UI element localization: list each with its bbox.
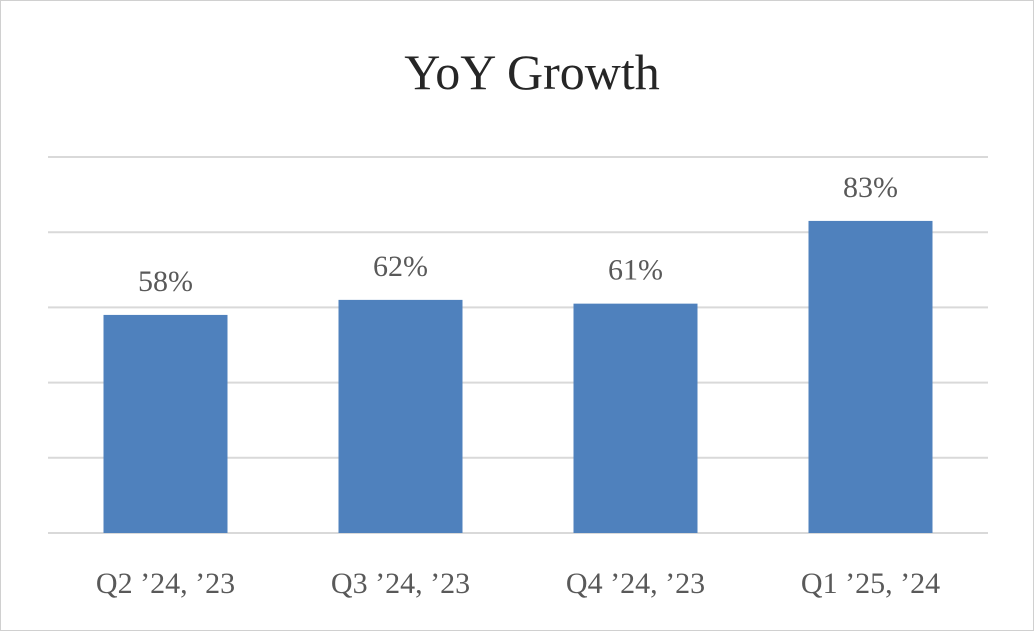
bar: [103, 314, 228, 533]
bar-series: [103, 220, 933, 534]
x-tick-label: Q3 ’24, ’23: [331, 567, 470, 600]
bar: [808, 220, 933, 534]
x-axis-ticks: Q2 ’24, ’23 Q3 ’24, ’23 Q4 ’24, ’23 Q1 ’25,…: [96, 567, 940, 600]
data-label: 58%: [138, 265, 193, 298]
x-tick-label: Q1 ’25, ’24: [801, 567, 940, 600]
data-labels: 58% 62% 61% 83%: [138, 171, 898, 298]
x-tick-label: Q2 ’24, ’23: [96, 567, 235, 600]
data-label: 61%: [608, 254, 663, 287]
bar: [338, 299, 463, 533]
data-label: 62%: [373, 250, 428, 283]
x-tick-label: Q4 ’24, ’23: [566, 567, 705, 600]
data-label: 83%: [843, 171, 898, 204]
chart-title: YoY Growth: [404, 44, 660, 100]
bar: [573, 303, 698, 533]
